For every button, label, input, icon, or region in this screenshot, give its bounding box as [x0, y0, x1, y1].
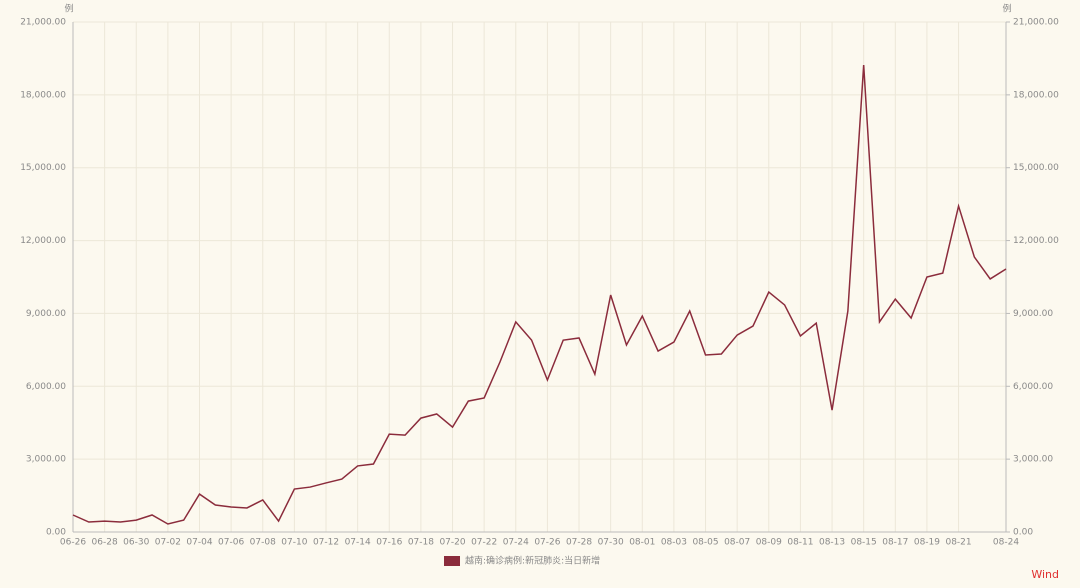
x-tick-label: 06-30 — [123, 538, 149, 548]
y2-tick-label: 21,000.00 — [1013, 18, 1059, 28]
x-tick-label: 08-24 — [993, 538, 1019, 548]
source: Wind — [1031, 568, 1059, 581]
y-tick-label: 18,000.00 — [20, 90, 66, 100]
x-tick-label: 08-21 — [945, 538, 971, 548]
x-tick-label: 08-17 — [882, 538, 908, 548]
x-tick-label: 07-06 — [218, 538, 244, 548]
x-tick-label: 08-05 — [692, 538, 718, 548]
x-tick-label: 07-26 — [534, 538, 560, 548]
legend-label: 越南:确诊病例:新冠肺炎:当日新增 — [465, 555, 600, 567]
x-tick-label: 08-11 — [787, 538, 813, 548]
y-axis-unit: 例 — [64, 3, 73, 15]
x-tick-label: 08-01 — [629, 538, 655, 548]
x-tick-label: 08-15 — [851, 538, 877, 548]
x-tick-label: 08-03 — [661, 538, 687, 548]
y-tick-label: 12,000.00 — [20, 236, 66, 246]
legend-swatch — [444, 556, 460, 566]
x-tick-label: 08-09 — [756, 538, 782, 548]
x-tick-label: 07-02 — [155, 538, 181, 548]
x-tick-label: 06-26 — [60, 538, 86, 548]
y2-tick-label: 3,000.00 — [1013, 455, 1053, 465]
y2-tick-label: 18,000.00 — [1013, 90, 1059, 100]
y2-tick-label: 0.00 — [1013, 528, 1033, 538]
x-tick-label: 07-10 — [281, 538, 307, 548]
series-line — [72, 64, 1007, 525]
y-tick-label: 0.00 — [46, 528, 66, 538]
x-tick-label: 08-19 — [914, 538, 940, 548]
y-tick-label: 6,000.00 — [26, 382, 66, 392]
x-tick-label: 07-22 — [471, 538, 497, 548]
x-tick-label: 08-07 — [724, 538, 750, 548]
x-tick-label: 07-16 — [376, 538, 402, 548]
y2-axis-unit: 例 — [1002, 3, 1011, 15]
x-tick-label: 07-04 — [186, 538, 212, 548]
x-tick-label: 07-20 — [439, 538, 465, 548]
y2-tick-label: 15,000.00 — [1013, 163, 1059, 173]
y-tick-label: 15,000.00 — [20, 163, 66, 173]
y2-tick-label: 9,000.00 — [1013, 309, 1053, 319]
x-tick-label: 07-14 — [345, 538, 371, 548]
x-tick-label: 07-18 — [408, 538, 434, 548]
x-tick-label: 07-30 — [598, 538, 624, 548]
y-tick-label: 21,000.00 — [20, 18, 66, 28]
x-tick-label: 07-12 — [313, 538, 339, 548]
x-tick-label: 06-28 — [92, 538, 118, 548]
x-tick-label: 07-28 — [566, 538, 592, 548]
y2-tick-label: 12,000.00 — [1013, 236, 1059, 246]
y-tick-label: 3,000.00 — [26, 455, 66, 465]
y2-tick-label: 6,000.00 — [1013, 382, 1053, 392]
y-tick-label: 9,000.00 — [26, 309, 66, 319]
x-tick-label: 08-13 — [819, 538, 845, 548]
x-tick-label: 07-08 — [250, 538, 276, 548]
x-tick-label: 07-24 — [503, 538, 529, 548]
